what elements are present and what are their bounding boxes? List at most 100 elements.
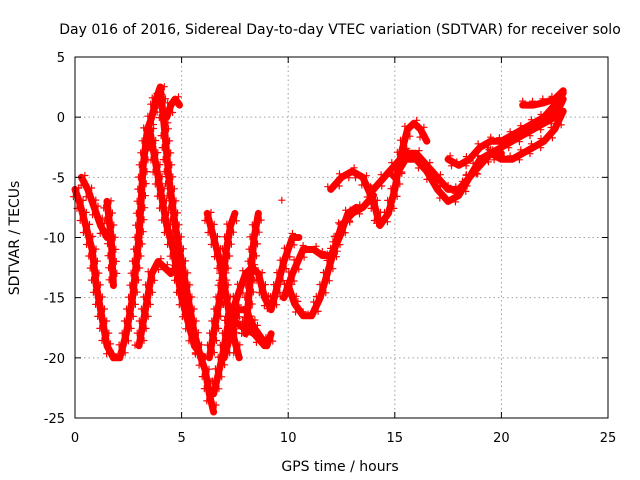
point-marker xyxy=(173,245,181,253)
point-marker xyxy=(158,173,166,181)
point-marker xyxy=(170,185,178,193)
series-track-15 xyxy=(284,191,377,320)
point-marker xyxy=(340,229,348,237)
point-marker xyxy=(105,329,113,337)
point-marker xyxy=(526,150,534,158)
series-track-18 xyxy=(391,107,567,205)
point-marker xyxy=(188,317,196,325)
point-marker xyxy=(241,320,249,328)
point-marker xyxy=(318,247,326,256)
point-marker xyxy=(155,114,163,122)
point-marker xyxy=(436,194,444,202)
point-marker xyxy=(398,169,406,177)
point-marker xyxy=(253,327,261,335)
point-marker xyxy=(107,197,115,205)
point-marker xyxy=(252,338,260,346)
point-marker xyxy=(528,97,537,105)
point-marker xyxy=(229,337,237,345)
x-tick-label: 20 xyxy=(493,431,510,446)
x-tick-label: 25 xyxy=(600,431,617,446)
point-marker xyxy=(225,304,233,312)
point-marker xyxy=(130,245,138,253)
point-marker xyxy=(396,180,404,188)
point-marker xyxy=(433,177,441,185)
axis-ticks: 0 5 10 15 20 25 -25 -20 -15 -10 -5 0 5 xyxy=(44,51,617,446)
point-marker xyxy=(140,124,148,132)
point-marker xyxy=(223,329,231,337)
point-marker xyxy=(452,183,460,191)
point-marker xyxy=(380,208,389,216)
point-marker xyxy=(76,216,84,225)
point-marker xyxy=(141,192,149,200)
point-marker xyxy=(547,111,555,120)
point-marker xyxy=(103,317,111,325)
point-marker xyxy=(527,122,535,130)
point-marker xyxy=(346,218,354,226)
point-marker xyxy=(181,293,190,301)
point-marker xyxy=(146,300,154,308)
point-marker xyxy=(164,209,173,217)
point-marker xyxy=(446,152,454,160)
point-marker xyxy=(244,257,252,265)
point-marker xyxy=(149,168,157,176)
point-marker xyxy=(166,137,174,145)
point-marker xyxy=(188,293,196,301)
point-marker xyxy=(207,240,215,249)
point-marker xyxy=(487,133,495,141)
point-marker xyxy=(351,174,360,182)
point-marker xyxy=(282,265,290,273)
point-marker xyxy=(373,219,381,227)
point-marker xyxy=(136,264,144,272)
point-marker xyxy=(132,209,140,217)
point-marker xyxy=(415,147,423,155)
point-marker xyxy=(175,221,183,229)
point-marker xyxy=(89,288,97,296)
point-marker xyxy=(92,196,100,204)
point-marker xyxy=(100,305,109,313)
point-marker xyxy=(325,277,333,285)
point-marker xyxy=(170,276,179,284)
point-marker xyxy=(164,240,172,249)
point-marker xyxy=(110,221,118,229)
y-tick-label: -20 xyxy=(44,352,65,367)
point-marker xyxy=(233,314,241,323)
point-marker xyxy=(105,276,113,284)
point-marker xyxy=(105,264,113,272)
point-marker xyxy=(474,152,482,160)
point-marker xyxy=(179,281,187,289)
point-marker xyxy=(191,329,199,337)
point-marker xyxy=(160,168,168,176)
point-marker xyxy=(236,341,244,349)
point-marker xyxy=(224,281,232,289)
point-marker xyxy=(294,297,302,305)
point-marker xyxy=(248,221,256,229)
point-marker xyxy=(300,253,308,261)
point-marker xyxy=(378,182,386,190)
point-marker xyxy=(205,365,213,373)
point-marker xyxy=(101,216,109,224)
point-marker xyxy=(137,252,145,260)
point-marker xyxy=(539,95,547,103)
point-marker xyxy=(111,233,119,241)
point-marker xyxy=(413,116,421,124)
point-marker xyxy=(203,397,211,405)
outlier-marker xyxy=(278,196,286,204)
point-marker xyxy=(323,250,331,258)
point-marker xyxy=(151,180,159,188)
point-marker xyxy=(288,229,297,238)
point-marker xyxy=(82,193,90,201)
point-marker xyxy=(164,267,172,275)
point-marker xyxy=(96,281,104,289)
point-marker xyxy=(295,265,303,273)
point-marker xyxy=(208,377,217,385)
point-marker xyxy=(143,132,151,140)
point-marker xyxy=(246,233,254,241)
point-marker xyxy=(212,336,221,345)
point-marker xyxy=(538,116,546,124)
y-tick-label: -25 xyxy=(44,412,65,427)
point-marker xyxy=(557,121,565,129)
point-marker xyxy=(139,293,148,301)
point-marker xyxy=(137,149,145,157)
point-marker xyxy=(163,192,171,200)
